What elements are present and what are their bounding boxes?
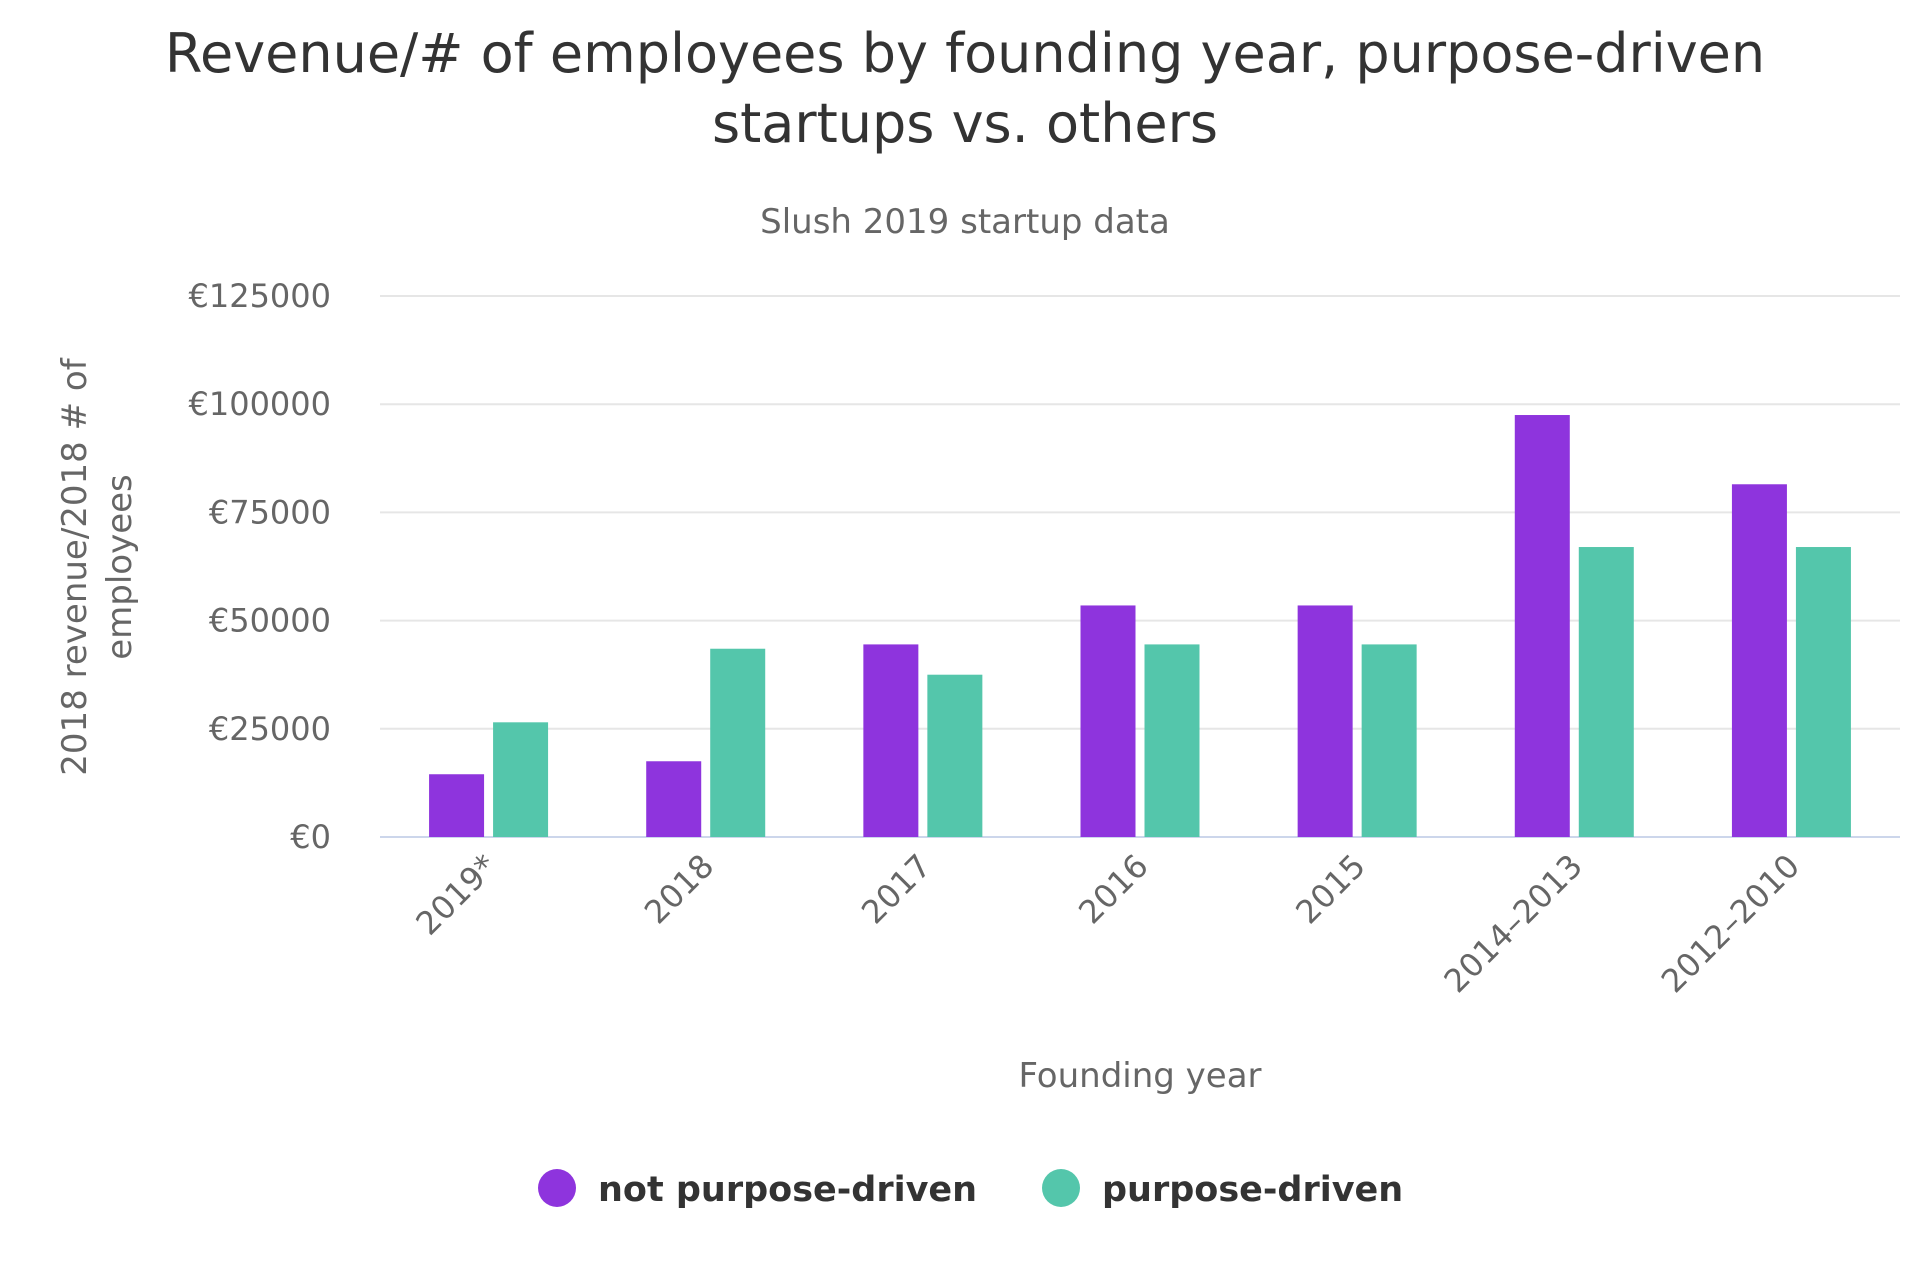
y-tick-label: €25000 xyxy=(209,710,331,748)
x-tick-label: 2018 xyxy=(637,847,721,931)
x-tick-label: 2017 xyxy=(854,847,938,931)
x-tick-label: 2015 xyxy=(1288,847,1372,931)
y-tick-label: €50000 xyxy=(209,602,331,640)
legend: not purpose-driven purpose-driven xyxy=(538,1169,1403,1210)
bar-purpose-driven[interactable] xyxy=(493,722,549,837)
y-tick-label: €75000 xyxy=(209,493,331,531)
legend-label: purpose-driven xyxy=(1102,1170,1403,1210)
bar-purpose-driven[interactable] xyxy=(1144,644,1200,837)
y-tick-label: €0 xyxy=(290,818,331,856)
chart-title-line2: startups vs. others xyxy=(712,92,1218,155)
x-axis-ticks: 2019* 2018 2017 2016 2015 2014–2013 2012–2010 xyxy=(408,847,1807,1000)
x-axis-title: Founding year xyxy=(1018,1056,1261,1096)
x-tick-label: 2016 xyxy=(1071,847,1155,931)
bar-not-purpose-driven[interactable] xyxy=(646,761,702,837)
bar-purpose-driven[interactable] xyxy=(927,674,983,837)
bar-purpose-driven[interactable] xyxy=(1578,547,1634,837)
bars xyxy=(429,415,1851,837)
bar-group xyxy=(1080,605,1200,837)
y-axis-title-line2: employees xyxy=(100,474,140,660)
y-tick-label: €100000 xyxy=(188,385,331,423)
bar-not-purpose-driven[interactable] xyxy=(863,644,919,837)
bar-purpose-driven[interactable] xyxy=(710,648,766,837)
bar-not-purpose-driven[interactable] xyxy=(1297,605,1353,837)
legend-marker xyxy=(1042,1169,1080,1207)
bar-purpose-driven[interactable] xyxy=(1361,644,1417,837)
chart-title-line1: Revenue/# of employees by founding year,… xyxy=(165,22,1765,85)
x-tick-label: 2012–2010 xyxy=(1654,847,1807,1000)
bar-purpose-driven[interactable] xyxy=(1795,547,1851,837)
bar-not-purpose-driven[interactable] xyxy=(1080,605,1136,837)
bar-group xyxy=(863,644,983,837)
bar-group xyxy=(1297,605,1417,837)
bar-not-purpose-driven[interactable] xyxy=(1514,415,1570,837)
gridlines xyxy=(380,295,1900,838)
x-tick-label: 2019* xyxy=(408,847,504,943)
y-tick-label: €125000 xyxy=(188,277,331,315)
legend-label: not purpose-driven xyxy=(598,1170,977,1210)
legend-item-purpose-driven[interactable]: purpose-driven xyxy=(1042,1169,1403,1210)
chart-subtitle: Slush 2019 startup data xyxy=(760,202,1170,242)
y-axis-ticks: €0 €25000 €50000 €75000 €100000 €125000 xyxy=(188,277,331,856)
bar-not-purpose-driven[interactable] xyxy=(1731,484,1787,837)
legend-item-not-purpose-driven[interactable]: not purpose-driven xyxy=(538,1169,977,1210)
bar-group xyxy=(1514,415,1634,837)
bar-group xyxy=(646,648,766,837)
legend-marker xyxy=(538,1169,576,1207)
y-axis-title-line1: 2018 revenue/2018 # of xyxy=(55,357,95,775)
bar-group xyxy=(429,722,549,837)
x-tick-label: 2014–2013 xyxy=(1437,847,1590,1000)
bar-group xyxy=(1731,484,1851,837)
bar-not-purpose-driven[interactable] xyxy=(429,774,485,837)
